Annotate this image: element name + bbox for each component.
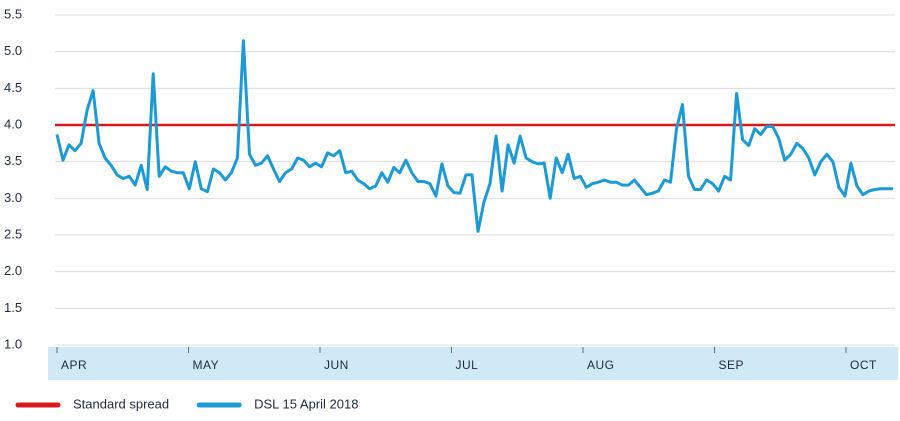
y-tick-label: 1.0 [4, 336, 22, 351]
y-tick-label: 2.5 [4, 226, 22, 241]
x-tick-label: JUL [456, 358, 479, 372]
y-tick-label: 3.0 [4, 190, 22, 205]
y-tick-label: 5.0 [4, 43, 22, 58]
x-tick-label: AUG [587, 358, 615, 372]
legend-label: Standard spread [73, 396, 169, 411]
legend-label: DSL 15 April 2018 [254, 396, 358, 411]
y-tick-label: 4.5 [4, 80, 22, 95]
y-tick-label: 2.0 [4, 263, 22, 278]
y-tick-label: 1.5 [4, 300, 22, 315]
y-tick-label: 5.5 [4, 6, 22, 21]
x-tick-label: SEP [719, 358, 745, 372]
x-tick-label: MAY [193, 358, 220, 372]
data-line [55, 39, 893, 233]
y-tick-label: 4.0 [4, 116, 22, 131]
x-tick-label: OCT [850, 358, 877, 372]
x-axis-band [48, 347, 898, 380]
y-tick-label: 3.5 [4, 153, 22, 168]
x-tick-label: APR [61, 358, 87, 372]
x-tick-label: JUN [324, 358, 349, 372]
